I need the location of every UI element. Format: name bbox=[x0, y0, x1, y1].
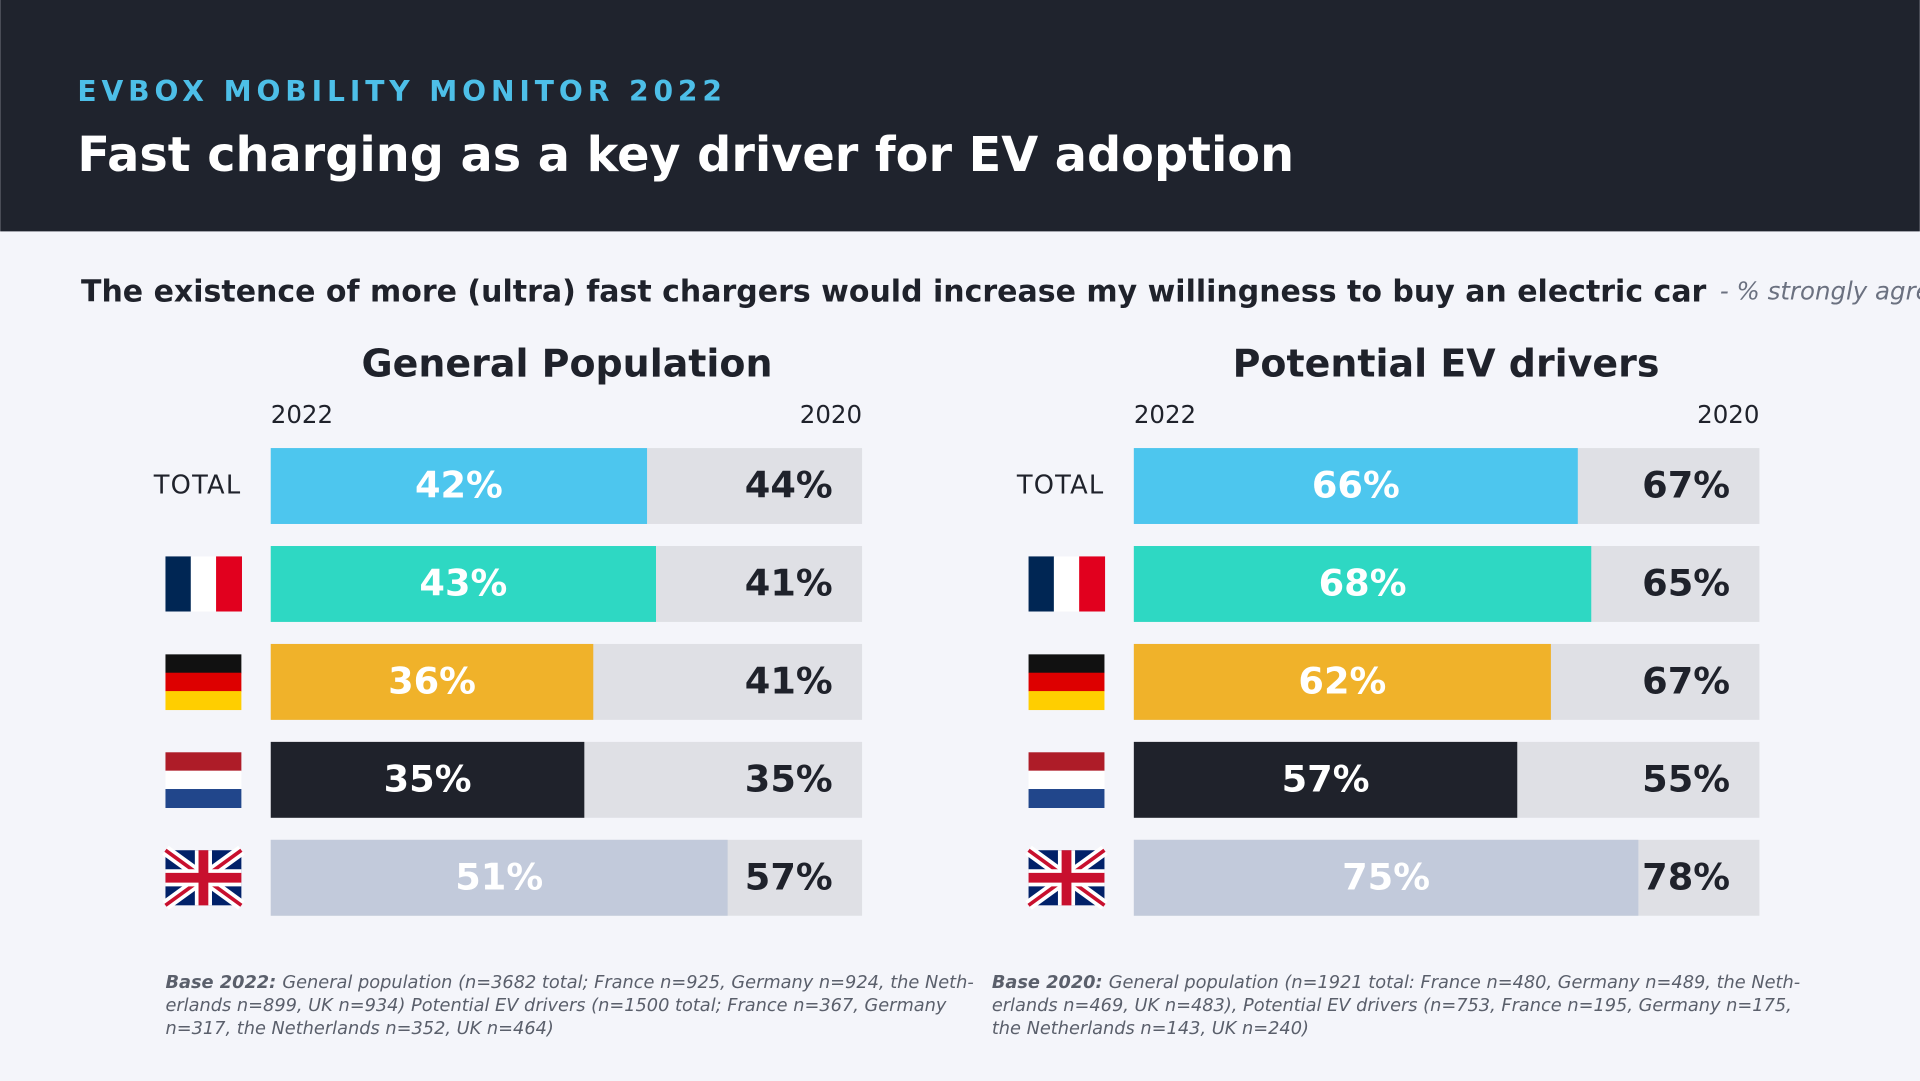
bar bbox=[1133, 643, 1551, 720]
bar bbox=[270, 643, 594, 720]
previous-value-label: 55% bbox=[1642, 758, 1730, 801]
bar bbox=[270, 448, 648, 524]
series-label: 2022 bbox=[271, 400, 333, 429]
value-label: 43% bbox=[419, 562, 507, 605]
flag-stripe bbox=[1028, 789, 1105, 808]
flag-stripe bbox=[165, 672, 242, 692]
note-text: n=317, the Netherlands n=352, UK n=464) bbox=[165, 1019, 553, 1039]
note-line: erlands n=899, UK n=934) Potential EV dr… bbox=[165, 996, 946, 1016]
flag-stripe bbox=[1028, 691, 1105, 711]
note-text: the Netherlands n=143, UK n=240) bbox=[992, 1019, 1309, 1039]
note-text: erlands n=469, UK n=483), Potential EV d… bbox=[992, 996, 1792, 1016]
value-label: 62% bbox=[1298, 660, 1386, 703]
header-band bbox=[0, 0, 1920, 232]
flag bbox=[1028, 556, 1106, 612]
previous-value-label: 35% bbox=[745, 758, 833, 801]
note-text: erlands n=899, UK n=934) Potential EV dr… bbox=[165, 996, 946, 1016]
flag-stripe bbox=[165, 691, 242, 711]
value-label: 57% bbox=[1282, 758, 1370, 801]
value-label: 35% bbox=[384, 758, 472, 801]
previous-value-label: 57% bbox=[745, 856, 833, 899]
chart-title: General Population bbox=[362, 342, 773, 386]
previous-value-label: 67% bbox=[1642, 464, 1730, 507]
note-label: Base 2022: bbox=[165, 973, 276, 993]
flag-stripe bbox=[1028, 556, 1055, 612]
category-label: TOTAL bbox=[153, 471, 242, 501]
flag bbox=[165, 556, 242, 612]
bar bbox=[1133, 448, 1578, 524]
flag-stripe bbox=[1028, 770, 1105, 790]
flag-stripe bbox=[165, 770, 242, 790]
previous-value-label: 78% bbox=[1642, 856, 1730, 899]
chart-title: Potential EV drivers bbox=[1233, 342, 1660, 386]
category-label: TOTAL bbox=[1016, 471, 1105, 501]
previous-value-label: 44% bbox=[745, 464, 833, 507]
previous-value-label: 41% bbox=[745, 660, 833, 703]
flag-cross bbox=[165, 850, 242, 906]
note-text: General population (n=3682 total; France… bbox=[282, 973, 973, 993]
bar bbox=[270, 741, 585, 818]
bar bbox=[1133, 741, 1518, 818]
series-label: 2020 bbox=[800, 400, 862, 429]
kicker: EVBOX MOBILITY MONITOR 2022 bbox=[77, 75, 727, 108]
note-line: n=317, the Netherlands n=352, UK n=464) bbox=[165, 1019, 553, 1039]
bar bbox=[270, 839, 728, 916]
bar bbox=[1133, 546, 1592, 622]
flag bbox=[1028, 654, 1105, 711]
flag-stripe bbox=[1028, 752, 1105, 772]
note-text: General population (n=1921 total: France… bbox=[1109, 973, 1800, 993]
flag-stripe bbox=[165, 556, 192, 612]
flag-stripe bbox=[1028, 654, 1105, 674]
flag-stripe bbox=[216, 556, 242, 612]
previous-value-label: 65% bbox=[1642, 562, 1730, 605]
subtitle-line: The existence of more (ultra) fast charg… bbox=[81, 274, 1920, 309]
value-label: 36% bbox=[388, 660, 476, 703]
previous-value-label: 41% bbox=[745, 562, 833, 605]
bar bbox=[270, 546, 657, 622]
flag-stripe bbox=[190, 556, 217, 612]
note-line: erlands n=469, UK n=483), Potential EV d… bbox=[992, 996, 1792, 1016]
value-label: 51% bbox=[455, 856, 543, 899]
value-label: 68% bbox=[1319, 562, 1407, 605]
note-line: Base 2022: General population (n=3682 tot… bbox=[165, 973, 973, 993]
bar bbox=[1133, 839, 1639, 916]
flag bbox=[1025, 845, 1108, 910]
note-label: Base 2020: bbox=[992, 973, 1103, 993]
flag-cross bbox=[1028, 850, 1105, 906]
flag bbox=[165, 654, 242, 711]
value-label: 42% bbox=[415, 464, 503, 507]
value-label: 66% bbox=[1312, 464, 1400, 507]
flag bbox=[165, 752, 242, 808]
flag-stripe bbox=[165, 789, 242, 808]
flag-stripe bbox=[165, 654, 242, 674]
flag-stripe bbox=[1028, 672, 1105, 692]
value-label: 75% bbox=[1342, 856, 1430, 899]
subtitle-note: - % strongly agree bbox=[1720, 277, 1920, 306]
flag bbox=[1028, 752, 1105, 808]
subtitle: The existence of more (ultra) fast charg… bbox=[81, 274, 1707, 309]
series-label: 2022 bbox=[1134, 400, 1196, 429]
note-line: Base 2020: General population (n=1921 tot… bbox=[992, 973, 1800, 993]
flag-stripe bbox=[1079, 556, 1106, 612]
series-label: 2020 bbox=[1697, 400, 1759, 429]
flag bbox=[162, 845, 245, 910]
flag-stripe bbox=[165, 752, 242, 772]
previous-value-label: 67% bbox=[1642, 660, 1730, 703]
flag-stripe bbox=[1053, 556, 1080, 612]
note-line: the Netherlands n=143, UK n=240) bbox=[992, 1019, 1309, 1039]
page-title: Fast charging as a key driver for EV ado… bbox=[77, 128, 1294, 183]
